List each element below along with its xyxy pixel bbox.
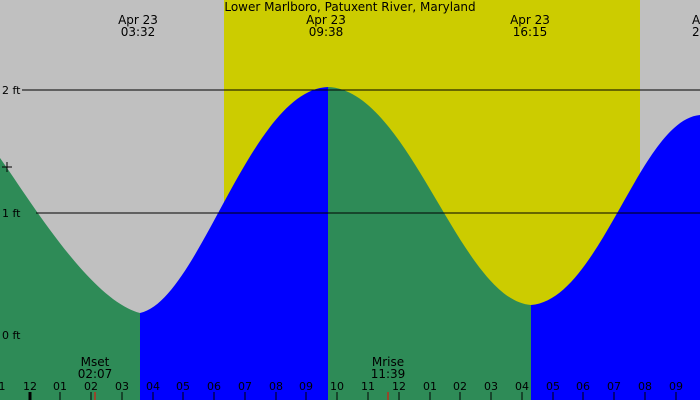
y-label-1ft: 1 ft (2, 207, 21, 220)
event-date: A (692, 13, 700, 27)
tide-event-high-2: A 2 (692, 14, 700, 38)
chart-title: Lower Marlboro, Patuxent River, Maryland (224, 0, 476, 14)
hour-tick: 1 (0, 380, 6, 393)
hour-tick: 12 (23, 380, 37, 393)
hour-tick: 09 (299, 380, 313, 393)
falling-tide-area-2 (328, 87, 531, 400)
event-time: 2 (692, 25, 700, 39)
hour-tick-marks (28, 392, 677, 400)
hour-tick: 08 (269, 380, 283, 393)
hour-tick: 06 (576, 380, 590, 393)
plus-marker-icon (2, 162, 12, 172)
hour-tick: 09 (669, 380, 683, 393)
hour-tick: 06 (207, 380, 221, 393)
tide-event-low-2: Apr 23 16:15 (500, 14, 560, 38)
event-date: Apr 23 (118, 13, 158, 27)
rising-tide-area-1 (140, 87, 328, 400)
event-time: 09:38 (308, 25, 344, 39)
event-date: Apr 23 (306, 13, 346, 27)
hour-tick: 07 (238, 380, 252, 393)
event-date: Apr 23 (510, 13, 550, 27)
moonrise-label: Mrise 11:39 (363, 356, 413, 380)
hour-tick: 08 (638, 380, 652, 393)
hour-tick: 10 (330, 380, 344, 393)
event-time: 03:32 (120, 25, 156, 39)
moon-event-label: Mrise (371, 355, 405, 369)
rising-tide-area-2 (531, 115, 700, 400)
falling-tide-area-1 (0, 158, 140, 400)
moon-event-time: 02:07 (77, 367, 113, 381)
hour-tick: 04 (146, 380, 160, 393)
moon-event-time: 11:39 (370, 367, 406, 381)
hour-tick: 05 (546, 380, 560, 393)
hour-tick: 03 (115, 380, 129, 393)
y-label-0ft: 0 ft (2, 329, 21, 342)
event-time: 16:15 (512, 25, 548, 39)
tide-event-low-1: Apr 23 03:32 (108, 14, 168, 38)
y-label-2ft: 2 ft (2, 84, 21, 97)
moon-event-label: Mset (80, 355, 110, 369)
hour-tick: 01 (423, 380, 437, 393)
hour-tick: 05 (176, 380, 190, 393)
hour-tick: 03 (484, 380, 498, 393)
moonset-label: Mset 02:07 (70, 356, 120, 380)
hour-tick: 12 (392, 380, 406, 393)
hour-tick: 01 (53, 380, 67, 393)
hour-tick: 04 (515, 380, 529, 393)
tide-event-high-1: Apr 23 09:38 (296, 14, 356, 38)
hour-tick: 11 (361, 380, 375, 393)
hour-tick: 02 (84, 380, 98, 393)
hour-tick: 07 (607, 380, 621, 393)
hour-tick: 02 (453, 380, 467, 393)
